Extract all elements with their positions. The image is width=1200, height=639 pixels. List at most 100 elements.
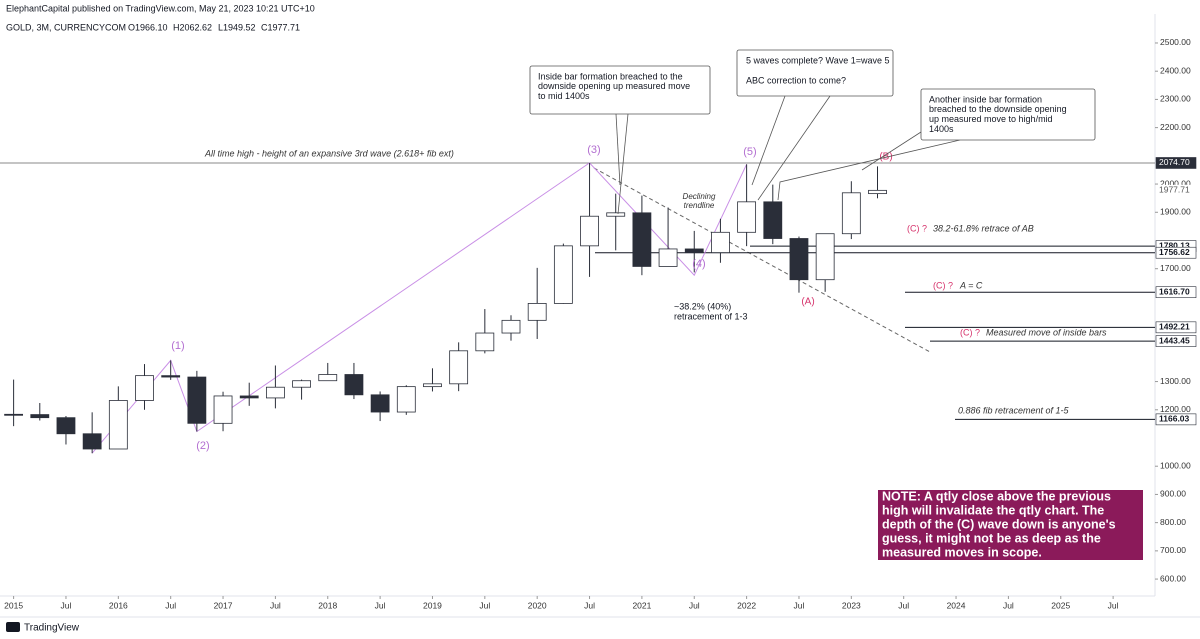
callout-box xyxy=(920,88,1096,141)
candle-body xyxy=(789,238,809,281)
candle-body xyxy=(187,376,207,424)
x-tick-label: 2020 xyxy=(528,600,547,610)
annotation: ~38.2% (40%) xyxy=(674,301,731,311)
y-tick-label: 2000.00 xyxy=(1160,178,1191,188)
callout-pointer xyxy=(757,95,831,201)
level-tag xyxy=(1155,335,1197,347)
annotation: 5 waves complete? Wave 1=wave 5 xyxy=(746,55,890,65)
x-tick-label: 2025 xyxy=(1051,600,1070,610)
candle-body xyxy=(553,245,573,304)
x-tick-label: Jul xyxy=(898,600,909,610)
note-text: high will invalidate the qtly chart. The xyxy=(882,503,1104,517)
y-tick-label: 800.00 xyxy=(1160,517,1186,527)
annotation: (C) ? xyxy=(933,280,953,290)
candle-body xyxy=(213,395,233,424)
x-tick-label: 2017 xyxy=(214,600,233,610)
candle-body xyxy=(475,332,495,352)
callout-pointer xyxy=(861,131,922,171)
callout-pointer xyxy=(615,113,621,186)
annotation: 0.886 fib retracement of 1-5 xyxy=(958,405,1070,415)
level-label: 1166.03 xyxy=(1159,414,1190,424)
candle-body xyxy=(606,212,626,217)
candle-body xyxy=(711,231,730,254)
x-tick-label: 2016 xyxy=(109,600,128,610)
callout-pointer xyxy=(777,139,961,201)
candle-body xyxy=(580,215,599,247)
candle-body xyxy=(108,400,128,450)
level-tag xyxy=(1156,184,1196,196)
x-tick-label: Jul xyxy=(479,600,490,610)
ohlc: H2062.62 xyxy=(173,22,212,32)
note-box xyxy=(878,490,1143,560)
x-tick-label: 2019 xyxy=(423,600,442,610)
annotation: All time high - height of an expansive 3… xyxy=(204,148,454,158)
x-tick-label: Jul xyxy=(794,600,805,610)
level-tag xyxy=(1155,413,1197,426)
candle-body xyxy=(449,350,469,385)
annotation: Inside bar formation breached to the xyxy=(538,71,683,81)
y-tick-label: 2200.00 xyxy=(1160,122,1191,132)
wave-label: (A) xyxy=(801,297,814,308)
candle-body xyxy=(632,212,652,267)
note-text: NOTE: A qtly close above the previous xyxy=(882,489,1111,503)
footer-brand: TradingView xyxy=(24,623,80,634)
annotation: (C) ? xyxy=(907,223,927,233)
candle-body xyxy=(684,248,704,254)
candle-body xyxy=(161,375,181,378)
annotation: Measured move of inside bars xyxy=(986,327,1107,337)
candle-body xyxy=(501,319,521,334)
trendline xyxy=(593,167,931,353)
annotation: (C) ? xyxy=(960,327,980,337)
level-tag xyxy=(1155,286,1197,299)
y-tick-label: 1300.00 xyxy=(1160,376,1191,386)
ohlc: O1966.10 xyxy=(128,22,168,32)
y-tick-label: 600.00 xyxy=(1160,573,1186,583)
candle-body xyxy=(292,380,311,388)
candle-body xyxy=(370,394,390,413)
wave-label: (3) xyxy=(587,144,600,156)
candle-body xyxy=(763,201,783,239)
level-label: 1756.62 xyxy=(1159,247,1190,257)
level-tag xyxy=(1155,246,1197,259)
y-tick-label: 1000.00 xyxy=(1160,460,1191,470)
x-tick-label: Jul xyxy=(165,600,176,610)
level-label: 2074.70 xyxy=(1159,157,1190,167)
candle-body xyxy=(737,201,757,233)
callout-box xyxy=(736,49,894,97)
y-tick-label: 900.00 xyxy=(1160,489,1186,499)
level-label: 1616.70 xyxy=(1159,286,1190,296)
y-tick-label: 1900.00 xyxy=(1160,207,1191,217)
publisher: ElephantCapital published on TradingView… xyxy=(6,3,315,13)
candle-body xyxy=(30,414,50,419)
x-tick-label: Jul xyxy=(584,600,595,610)
y-tick-label: 2300.00 xyxy=(1160,94,1191,104)
annotation: 1400s xyxy=(929,124,954,134)
y-tick-label: 2400.00 xyxy=(1160,65,1191,75)
y-tick-label: 2500.00 xyxy=(1160,37,1191,47)
symbol: GOLD, 3M, CURRENCYCOM xyxy=(6,22,126,32)
level-label: 1492.21 xyxy=(1159,322,1190,332)
ohlc: L1949.52 xyxy=(218,22,256,32)
wave-label: (5) xyxy=(743,146,756,158)
x-tick-label: 2024 xyxy=(947,600,966,610)
x-tick-label: Jul xyxy=(61,600,72,610)
annotation: to mid 1400s xyxy=(538,91,590,101)
annotation: up measured move to high/mid xyxy=(929,114,1053,124)
x-tick-label: Jul xyxy=(689,600,700,610)
level-label: 1443.45 xyxy=(1159,335,1190,345)
logo xyxy=(6,622,20,632)
callout-pointer xyxy=(617,113,629,215)
candle-body xyxy=(658,248,678,267)
wave-label: (4) xyxy=(692,258,705,270)
x-tick-label: 2018 xyxy=(318,600,337,610)
x-tick-label: Jul xyxy=(1003,600,1014,610)
candle-body xyxy=(527,303,547,321)
candle-body xyxy=(82,433,102,450)
annotation: retracement of 1-3 xyxy=(674,311,748,321)
annotation: ABC correction to come? xyxy=(746,75,846,85)
note-text: measured moves in scope. xyxy=(882,545,1042,559)
candle-body xyxy=(56,417,76,435)
y-tick-label: 1200.00 xyxy=(1160,404,1191,414)
candle-body xyxy=(318,374,338,382)
annotation: 38.2-61.8% retrace of AB xyxy=(933,223,1034,233)
